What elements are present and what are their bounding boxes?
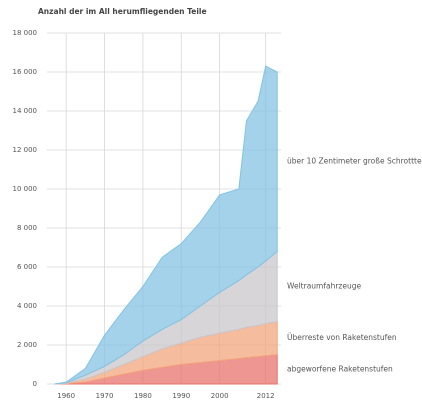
chart-title: Anzahl der im All herumfliegenden Teile [38,7,207,16]
y-tick-label: 18 000 [13,29,38,37]
x-tick-label: 1990 [172,392,190,400]
y-tick-label: 8 000 [17,224,37,232]
y-tick-label: 16 000 [13,68,38,76]
legend-label: Überreste von Raketenstufen [287,333,397,342]
x-tick-label: 1970 [96,392,114,400]
legend-label: abgeworfene Raketenstufen [287,364,393,373]
y-tick-label: 12 000 [13,146,38,154]
legend-label: über 10 Zentimeter große Schrottteile [287,157,422,166]
x-tick-label: 2000 [211,392,229,400]
x-tick-label: 1960 [57,392,75,400]
y-tick-label: 2 000 [17,341,37,349]
y-tick-label: 0 [33,380,37,388]
y-tick-label: 4 000 [17,302,37,310]
x-tick-label: 2012 [257,392,275,400]
y-tick-label: 10 000 [13,185,38,193]
chart: Anzahl der im All herumfliegenden Teile … [0,0,422,403]
y-tick-label: 14 000 [13,107,38,115]
x-tick-label: 1980 [134,392,152,400]
legend-label: Weltraumfahrzeuge [287,282,361,291]
y-tick-label: 6 000 [17,263,37,271]
